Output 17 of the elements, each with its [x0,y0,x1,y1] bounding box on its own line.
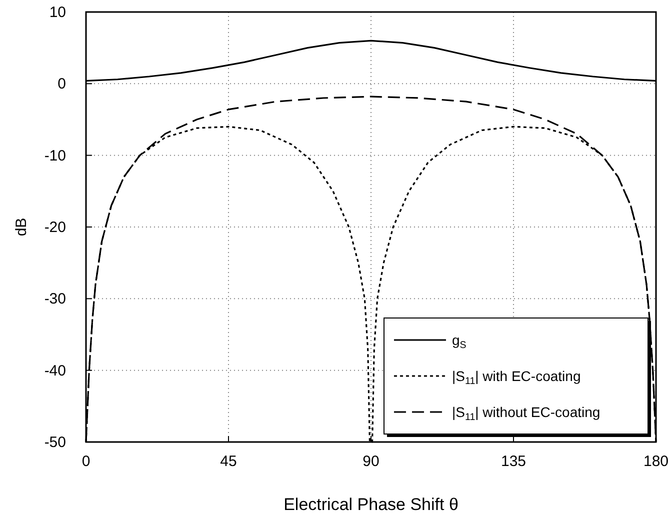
y-axis-title: dB [13,218,30,236]
x-tick-label: 45 [220,453,237,470]
legend-label: |S$_{11}$| with EC-coating [452,368,581,387]
x-tick-label: 0 [82,453,90,470]
y-tick-label: 10 [49,4,66,21]
y-tick-label: -40 [44,362,66,380]
legend-label: |S$_{11}$| without EC-coating [452,404,600,423]
x-tick-label: 90 [362,453,380,470]
y-tick-label: -10 [44,147,66,164]
y-tick-label: -20 [44,219,66,236]
x-axis-title: Electrical Phase Shift θ [284,495,458,514]
y-tick-label: 0 [58,76,66,93]
legend-label: g$_{S}$ [452,332,467,351]
y-tick-label: -50 [44,434,66,451]
x-tick-label: 180 [643,453,668,470]
y-tick-label: -30 [44,290,66,308]
x-tick-label: 135 [500,453,526,470]
